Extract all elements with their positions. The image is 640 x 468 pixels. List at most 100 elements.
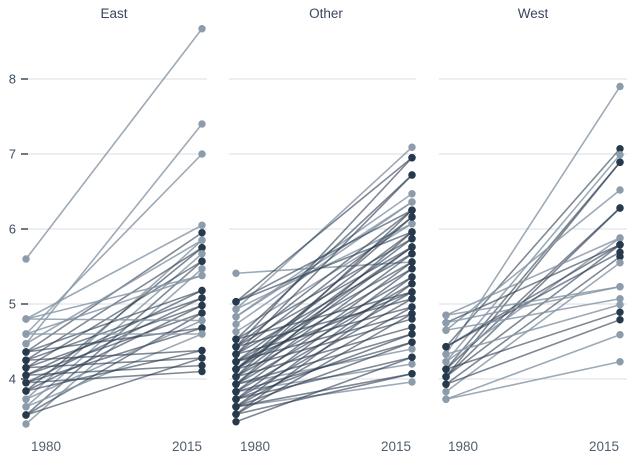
data-point xyxy=(442,388,450,396)
data-point xyxy=(442,319,450,327)
data-point xyxy=(232,395,240,403)
data-point xyxy=(22,411,30,419)
data-point xyxy=(408,250,416,258)
slope-lines xyxy=(25,28,621,425)
slope-line xyxy=(235,372,413,416)
slope-line xyxy=(25,312,203,377)
slope-line xyxy=(25,349,203,362)
slope-line xyxy=(445,318,621,386)
x-tick-label-east-1980: 1980 xyxy=(31,439,61,454)
slope-line xyxy=(235,201,413,318)
data-point xyxy=(408,323,416,331)
data-point xyxy=(22,403,30,411)
y-tick-label-8: 8 xyxy=(9,72,16,87)
data-point xyxy=(616,204,624,212)
slope-line xyxy=(235,341,413,408)
data-point xyxy=(198,229,206,237)
data-point xyxy=(616,283,624,291)
data-point xyxy=(442,326,450,334)
data-point xyxy=(232,320,240,328)
data-point xyxy=(198,236,206,244)
slope-line xyxy=(25,297,203,362)
data-point xyxy=(442,358,450,366)
slope-line xyxy=(235,333,413,386)
slope-line xyxy=(235,209,413,303)
slope-line xyxy=(445,303,621,356)
slope-line xyxy=(25,357,203,369)
slope-line xyxy=(445,262,621,393)
slope-line xyxy=(445,189,621,331)
data-point xyxy=(22,364,30,372)
data-point xyxy=(616,186,624,194)
slope-line xyxy=(25,239,203,345)
slope-line xyxy=(235,333,413,401)
data-point xyxy=(22,420,30,428)
data-point xyxy=(198,221,206,229)
data-point xyxy=(616,295,624,303)
data-point xyxy=(616,316,624,324)
y-tick-label-4: 4 xyxy=(9,372,16,387)
data-point xyxy=(408,206,416,214)
data-point xyxy=(232,410,240,418)
data-point xyxy=(198,316,206,325)
slope-line xyxy=(235,157,413,303)
data-point xyxy=(408,190,416,198)
data-point xyxy=(232,269,240,277)
slope-line xyxy=(235,246,413,348)
data-point xyxy=(616,259,624,267)
data-point xyxy=(408,338,416,346)
slope-line xyxy=(235,306,413,408)
data-point xyxy=(442,343,450,351)
slope-line xyxy=(445,285,621,324)
x-tick-label-west-2015: 2015 xyxy=(589,439,619,454)
data-point xyxy=(232,335,240,343)
data-point xyxy=(232,388,240,396)
data-point xyxy=(232,403,240,411)
slope-line xyxy=(25,289,203,353)
slope-line xyxy=(25,289,203,376)
slope-line xyxy=(235,246,413,370)
data-point xyxy=(198,309,206,317)
data-point xyxy=(408,154,416,162)
slope-line xyxy=(235,146,413,310)
slope-line xyxy=(445,333,621,401)
data-point xyxy=(616,308,624,316)
slope-line xyxy=(445,148,621,348)
data-point xyxy=(232,328,240,336)
slope-line xyxy=(235,356,413,423)
slope-line xyxy=(25,370,203,384)
data-point xyxy=(408,258,416,266)
slope-line xyxy=(235,291,413,363)
slope-line xyxy=(445,244,621,378)
slope-line xyxy=(445,311,621,371)
data-point xyxy=(22,348,30,356)
data-point xyxy=(198,354,206,362)
slope-line xyxy=(235,238,413,340)
slope-line xyxy=(25,224,203,320)
slope-line xyxy=(445,297,621,332)
slope-line xyxy=(445,285,621,317)
data-point xyxy=(198,244,206,252)
data-point xyxy=(232,358,240,366)
slope-line xyxy=(445,207,621,370)
slope-line xyxy=(235,157,413,348)
data-point xyxy=(232,298,240,306)
data-point xyxy=(198,150,206,158)
y-tick-label-5: 5 xyxy=(9,297,16,312)
slope-line xyxy=(445,207,621,378)
data-points xyxy=(22,25,624,428)
data-point xyxy=(198,286,206,295)
slope-line xyxy=(25,312,203,416)
data-point xyxy=(408,360,416,368)
data-point xyxy=(616,158,624,166)
x-tick-label-west-1980: 1980 xyxy=(448,439,478,454)
data-point xyxy=(408,295,416,303)
data-point xyxy=(408,370,416,378)
slope-line xyxy=(25,123,203,345)
slope-line xyxy=(25,304,203,369)
data-point xyxy=(22,387,30,395)
slope-line xyxy=(445,256,621,385)
data-point xyxy=(198,301,206,310)
